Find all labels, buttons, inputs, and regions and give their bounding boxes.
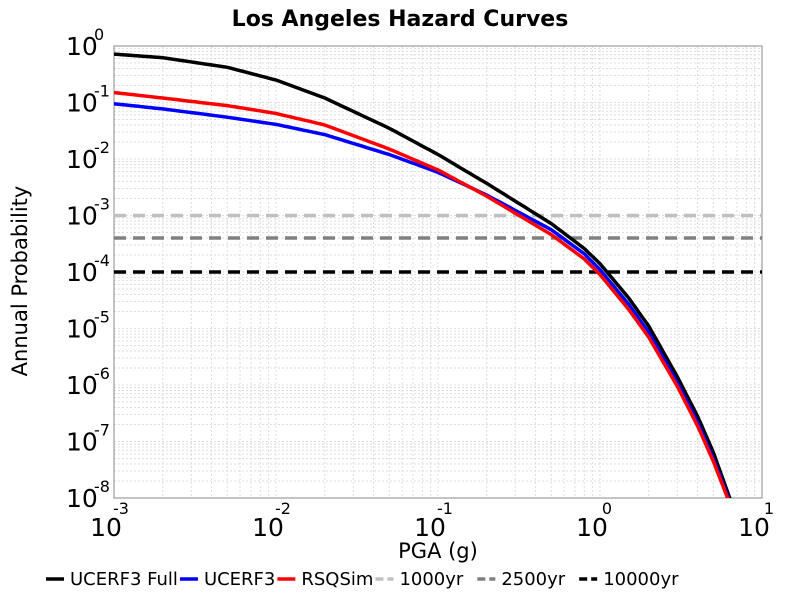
y-tick-exponent: -3 <box>94 195 110 214</box>
y-tick-exponent: -6 <box>94 364 110 383</box>
x-tick-exponent: -1 <box>437 499 453 518</box>
y-tick-exponent: 0 <box>94 25 104 44</box>
series-layer <box>114 52 762 498</box>
y-tick-exponent: -4 <box>94 251 110 270</box>
legend-label-ucerf3: UCERF3 <box>204 569 275 590</box>
x-tick-label: 10 <box>414 513 446 542</box>
y-tick-label: 10 <box>66 428 98 457</box>
legend-label-2500yr: 2500yr <box>501 569 565 590</box>
legend-label-rsqsim: RSQSim <box>301 569 373 590</box>
x-tick-exponent: 1 <box>764 499 774 518</box>
x-tick-exponent: -3 <box>113 499 129 518</box>
legend: UCERF3 Full UCERF3 RSQSim 1000yr 2500yr 10000… <box>46 569 679 590</box>
y-tick-label: 10 <box>66 32 98 61</box>
y-tick-exponent: -7 <box>94 421 110 440</box>
y-tick-label: 10 <box>66 484 98 513</box>
y-tick-label: 10 <box>66 258 98 287</box>
x-tick-label: 10 <box>252 513 284 542</box>
y-tick-exponent: -1 <box>94 82 110 101</box>
x-tick-label: 10 <box>90 513 122 542</box>
x-axis-label: PGA (g) <box>398 539 478 563</box>
series-line-ucerf3-full <box>114 52 732 498</box>
y-tick-label: 10 <box>66 145 98 174</box>
y-tick-label: 10 <box>66 89 98 118</box>
y-tick-label: 10 <box>66 315 98 344</box>
y-tick-label: 10 <box>66 371 98 400</box>
x-tick-label: 10 <box>576 513 608 542</box>
x-tick-label: 10 <box>738 513 770 542</box>
legend-label-10000yr: 10000yr <box>603 569 679 590</box>
x-tick-exponent: 0 <box>602 499 612 518</box>
series-line-rsqsim <box>114 90 730 498</box>
y-axis-label: Annual Probability <box>8 186 32 377</box>
legend-label-1000yr: 1000yr <box>399 569 463 590</box>
y-tick-exponent: -2 <box>94 138 110 157</box>
x-tick-exponent: -2 <box>275 499 291 518</box>
y-tick-exponent: -5 <box>94 308 110 327</box>
chart-title: Los Angeles Hazard Curves <box>232 7 569 32</box>
legend-label-ucerf3-full: UCERF3 Full <box>70 569 178 590</box>
tick-layer: 10-310-210-110010110010-110-210-310-410-… <box>66 25 774 542</box>
y-tick-exponent: -8 <box>94 477 110 496</box>
y-tick-label: 10 <box>66 202 98 231</box>
